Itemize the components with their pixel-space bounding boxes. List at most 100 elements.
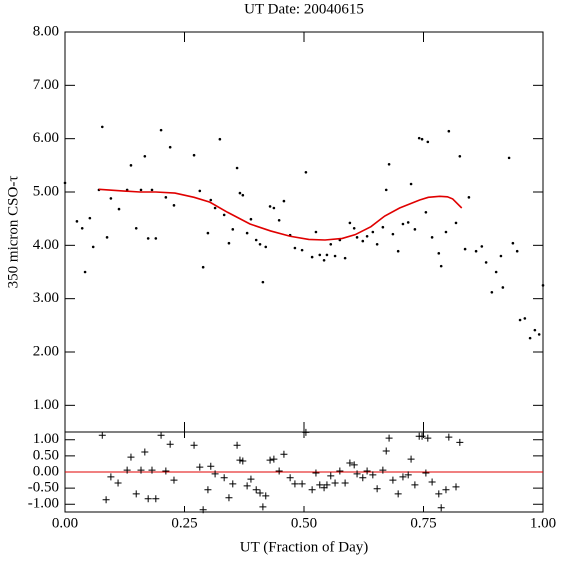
data-point — [365, 234, 369, 238]
x-tick-label: 0.75 — [410, 515, 436, 531]
plus-marker — [323, 481, 331, 489]
data-point — [231, 228, 235, 231]
data-point — [129, 164, 133, 167]
plus-marker — [407, 455, 415, 463]
plus-marker — [291, 480, 299, 488]
data-point — [75, 220, 79, 223]
data-point — [261, 280, 265, 284]
y-tick-label: 1.00 — [33, 431, 59, 447]
plus-marker — [137, 466, 145, 474]
plus-marker — [369, 471, 377, 479]
data-point — [352, 226, 356, 230]
data-point — [518, 318, 522, 322]
data-point — [282, 199, 286, 203]
data-point — [480, 245, 484, 248]
data-point — [310, 255, 314, 259]
plus-marker — [132, 490, 140, 498]
data-point — [424, 210, 428, 214]
data-point — [501, 286, 505, 289]
x-tick-label: 0.25 — [171, 515, 197, 531]
plus-marker — [170, 476, 178, 484]
data-point — [213, 206, 217, 210]
plus-marker — [207, 462, 215, 470]
data-point — [417, 136, 421, 140]
plus-marker — [437, 504, 445, 512]
data-point — [314, 230, 318, 234]
data-point — [348, 221, 352, 225]
data-point — [507, 156, 511, 160]
plus-marker — [353, 470, 361, 478]
plus-marker — [312, 469, 320, 477]
y-tick-label: 4.00 — [33, 237, 59, 253]
data-point — [80, 226, 84, 230]
data-point — [150, 188, 154, 192]
plus-marker — [389, 476, 397, 484]
plus-marker — [162, 467, 170, 475]
plus-marker — [331, 479, 339, 487]
data-point — [249, 217, 253, 221]
data-point — [198, 189, 202, 193]
data-point — [218, 137, 222, 141]
plus-marker — [211, 470, 219, 478]
data-point — [533, 328, 537, 332]
y-tick-label: -1.00 — [28, 496, 59, 512]
plus-marker — [259, 503, 267, 511]
chart-title: UT Date: 20040615 — [244, 1, 364, 17]
data-point — [192, 153, 196, 157]
data-point — [258, 242, 262, 246]
data-point — [318, 253, 322, 257]
data-point — [511, 241, 515, 245]
data-point — [164, 196, 168, 199]
x-tick-label: 0.50 — [291, 515, 317, 531]
plus-marker — [233, 441, 241, 449]
data-point — [355, 236, 359, 239]
data-point — [454, 221, 458, 225]
plus-marker — [266, 456, 274, 464]
x-tick-label: 0.00 — [52, 515, 78, 531]
data-point — [322, 258, 326, 262]
plus-marker — [199, 506, 207, 514]
data-point — [91, 245, 95, 249]
data-point — [300, 248, 304, 252]
plus-marker — [148, 466, 156, 474]
data-point — [146, 237, 150, 240]
data-point — [467, 196, 471, 199]
data-point — [272, 206, 276, 210]
plus-marker — [359, 474, 367, 482]
plus-marker — [411, 481, 419, 489]
plus-marker — [275, 467, 283, 475]
data-point — [391, 232, 395, 236]
plus-marker — [144, 495, 152, 503]
plus-marker — [418, 432, 426, 440]
plus-marker — [157, 431, 165, 439]
plus-marker — [302, 428, 310, 436]
y-tick-label: 7.00 — [33, 77, 59, 93]
plus-marker — [262, 492, 270, 500]
plus-marker — [341, 479, 349, 487]
data-point — [100, 125, 104, 129]
data-point — [201, 265, 205, 269]
top-panel-frame — [64, 31, 544, 433]
data-point — [444, 230, 448, 234]
data-point — [515, 249, 519, 253]
data-point — [343, 256, 347, 260]
plus-marker — [239, 457, 247, 465]
plus-marker — [373, 485, 381, 493]
data-point — [371, 230, 375, 234]
y-tick-label: 3.00 — [33, 290, 59, 306]
data-point — [245, 231, 249, 235]
data-point — [474, 249, 478, 253]
data-point — [254, 238, 258, 242]
plus-marker — [127, 453, 135, 461]
plus-marker — [247, 475, 255, 483]
plus-marker — [280, 450, 288, 458]
plus-marker — [350, 461, 358, 469]
data-point — [384, 188, 388, 192]
data-point — [387, 162, 391, 166]
plus-marker — [428, 478, 436, 486]
data-point — [523, 317, 527, 320]
y-tick-label: 2.00 — [33, 343, 59, 359]
y-tick-label: 6.00 — [33, 130, 59, 146]
data-point — [293, 246, 297, 250]
